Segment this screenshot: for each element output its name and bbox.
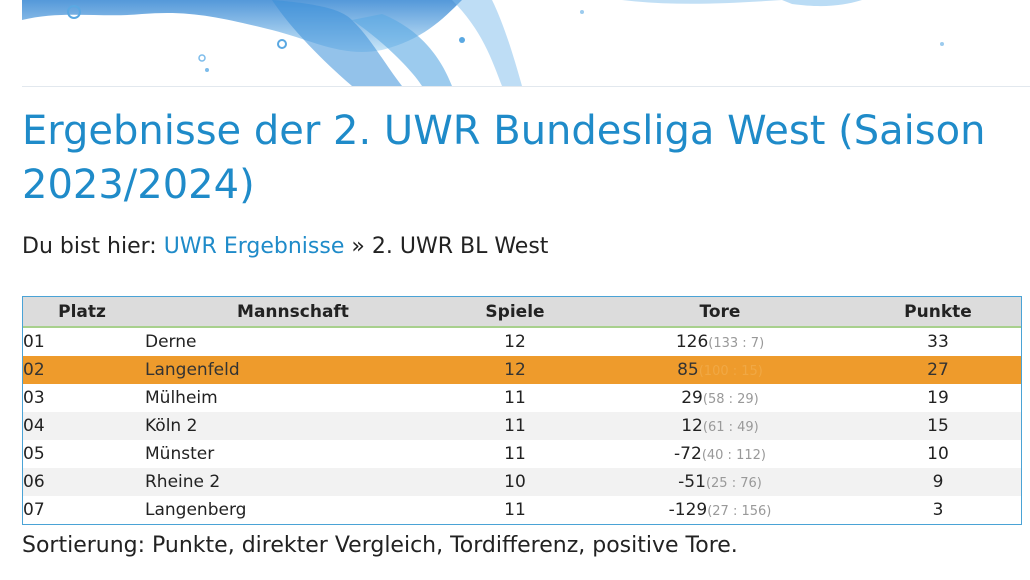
cell-platz: 05	[23, 440, 141, 468]
cell-tore: 12(61 : 49)	[585, 412, 855, 440]
breadcrumb-prefix: Du bist hier:	[22, 234, 157, 259]
cell-platz: 07	[23, 496, 141, 524]
table-header-row: Platz Mannschaft Spiele Tore Punkte	[23, 297, 1021, 328]
goal-difference: -129	[668, 500, 708, 520]
table-row: 03 Mülheim 11 29(58 : 29) 19	[23, 384, 1021, 412]
cell-tore: 85(100 : 15)	[585, 356, 855, 384]
goal-difference: 126	[675, 332, 709, 352]
cell-punkte: 19	[855, 384, 1021, 412]
breadcrumb-separator: »	[351, 234, 365, 259]
cell-spiele: 11	[445, 412, 585, 440]
table-row: 06 Rheine 2 10 -51(25 : 76) 9	[23, 468, 1021, 496]
cell-spiele: 12	[445, 356, 585, 384]
goal-difference: -51	[678, 472, 706, 492]
table-row: 07 Langenberg 11 -129(27 : 156) 3	[23, 496, 1021, 524]
table-row: 05 Münster 11 -72(40 : 112) 10	[23, 440, 1021, 468]
table-row: 01 Derne 12 126(133 : 7) 33	[23, 327, 1021, 356]
cell-spiele: 11	[445, 440, 585, 468]
cell-team: Münster	[141, 440, 445, 468]
goal-difference: -72	[674, 444, 702, 464]
goals-for-against: (40 : 112)	[701, 448, 766, 463]
cell-punkte: 3	[855, 496, 1021, 524]
sorting-note: Sortierung: Punkte, direkter Vergleich, …	[22, 533, 738, 558]
cell-platz: 01	[23, 327, 141, 356]
cell-platz: 02	[23, 356, 141, 384]
cell-team: Langenfeld	[141, 356, 445, 384]
cell-tore: 29(58 : 29)	[585, 384, 855, 412]
goals-for-against: (25 : 76)	[705, 476, 762, 491]
column-header-tore: Tore	[585, 297, 855, 328]
page-title: Ergebnisse der 2. UWR Bundesliga West (S…	[22, 108, 986, 208]
cell-tore: -51(25 : 76)	[585, 468, 855, 496]
cell-punkte: 9	[855, 468, 1021, 496]
cell-team: Rheine 2	[141, 468, 445, 496]
cell-spiele: 12	[445, 327, 585, 356]
cell-platz: 03	[23, 384, 141, 412]
goals-for-against: (100 : 15)	[698, 364, 763, 379]
cell-punkte: 27	[855, 356, 1021, 384]
goal-difference: 29	[681, 388, 703, 408]
column-header-mannschaft: Mannschaft	[141, 297, 445, 328]
cell-team: Langenberg	[141, 496, 445, 524]
goal-difference: 12	[681, 416, 703, 436]
cell-tore: -129(27 : 156)	[585, 496, 855, 524]
cell-platz: 06	[23, 468, 141, 496]
breadcrumb-link-uwr-ergebnisse[interactable]: UWR Ergebnisse	[163, 234, 345, 259]
goals-for-against: (61 : 49)	[702, 420, 759, 435]
goal-difference: 85	[677, 360, 699, 380]
column-header-punkte: Punkte	[855, 297, 1021, 328]
cell-tore: -72(40 : 112)	[585, 440, 855, 468]
table-row: 04 Köln 2 11 12(61 : 49) 15	[23, 412, 1021, 440]
column-header-platz: Platz	[23, 297, 141, 328]
cell-punkte: 15	[855, 412, 1021, 440]
cell-team: Köln 2	[141, 412, 445, 440]
water-splash-image	[22, 0, 944, 86]
standings-table-container: Platz Mannschaft Spiele Tore Punkte 01 D…	[22, 296, 1022, 525]
cell-spiele: 11	[445, 496, 585, 524]
breadcrumb: Du bist hier: UWR Ergebnisse » 2. UWR BL…	[22, 232, 548, 262]
cell-platz: 04	[23, 412, 141, 440]
cell-punkte: 33	[855, 327, 1021, 356]
table-row-highlighted: 02 Langenfeld 12 85(100 : 15) 27	[23, 356, 1021, 384]
goals-for-against: (133 : 7)	[708, 336, 765, 351]
standings-table: Platz Mannschaft Spiele Tore Punkte 01 D…	[23, 297, 1021, 524]
cell-spiele: 10	[445, 468, 585, 496]
column-header-spiele: Spiele	[445, 297, 585, 328]
breadcrumb-current: 2. UWR BL West	[371, 234, 549, 259]
cell-spiele: 11	[445, 384, 585, 412]
cell-tore: 126(133 : 7)	[585, 327, 855, 356]
cell-team: Derne	[141, 327, 445, 356]
water-splash-banner	[22, 0, 1030, 87]
goals-for-against: (58 : 29)	[702, 392, 759, 407]
goals-for-against: (27 : 156)	[707, 504, 772, 519]
cell-punkte: 10	[855, 440, 1021, 468]
cell-team: Mülheim	[141, 384, 445, 412]
